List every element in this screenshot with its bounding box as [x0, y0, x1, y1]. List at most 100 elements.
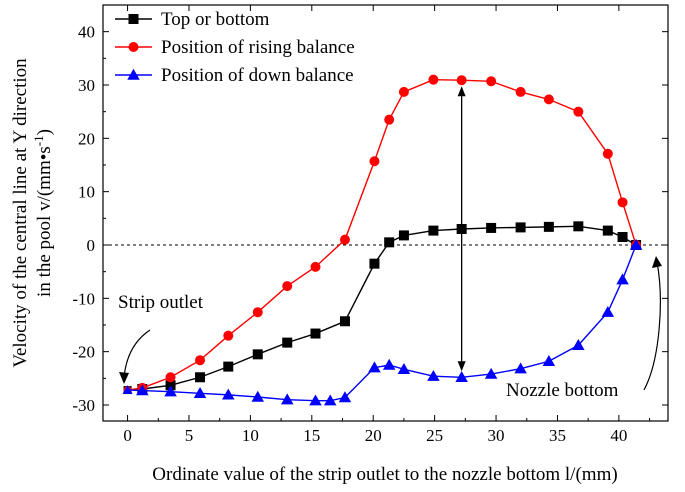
- x-tick-label: 10: [242, 426, 259, 445]
- range-double-arrow: [457, 86, 466, 372]
- data-point: [252, 307, 263, 318]
- y-axis-title-sup: -1: [31, 135, 46, 146]
- plot-frame: [102, 4, 669, 422]
- y-axis-title-line-2-main: in the pool v/(mm•s: [34, 146, 55, 297]
- range-arrowhead-bottom: [457, 361, 466, 372]
- y-tick-label: -10: [72, 289, 95, 308]
- data-point: [486, 76, 497, 87]
- nozzle-bottom-label: Nozzle bottom: [506, 380, 619, 401]
- y-tick-label: -30: [72, 396, 95, 415]
- data-point: [617, 232, 628, 242]
- data-point: [601, 305, 615, 317]
- x-axis-title-text: Ordinate value of the strip outlet to th…: [152, 464, 617, 485]
- data-point: [602, 148, 613, 159]
- data-point: [165, 372, 176, 383]
- legend-marker: [127, 68, 140, 80]
- data-point: [165, 380, 176, 391]
- strip-outlet-arrow: [123, 329, 151, 379]
- legend-label: Position of rising balance: [161, 37, 355, 58]
- data-point: [428, 74, 439, 85]
- data-point: [384, 237, 395, 248]
- annotation-layer: Strip outlet Nozzle bottom: [118, 256, 662, 401]
- nozzle-bottom-arrow: [643, 261, 661, 391]
- data-point: [368, 361, 381, 373]
- legend-label: Top or bottom: [161, 9, 270, 30]
- data-point: [222, 388, 235, 400]
- y-tick-label: 10: [78, 183, 95, 202]
- data-point: [397, 363, 411, 374]
- data-point: [384, 114, 395, 125]
- data-point: [486, 222, 497, 233]
- data-point: [572, 339, 585, 350]
- data-point: [617, 197, 628, 208]
- x-tick-label: 30: [488, 426, 505, 445]
- x-tick-label: 35: [549, 426, 566, 445]
- y-axis-title-line-1: Velocity of the central line at Y direct…: [10, 58, 31, 368]
- data-point: [280, 393, 294, 405]
- data-point: [456, 75, 467, 86]
- series-2: [123, 74, 642, 395]
- nozzle-bottom-arrowhead: [652, 256, 662, 268]
- data-point: [282, 337, 293, 348]
- data-point: [164, 385, 177, 397]
- data-point: [323, 394, 337, 406]
- data-point: [195, 372, 206, 383]
- data-point: [514, 362, 527, 374]
- data-point: [427, 369, 440, 381]
- data-point: [339, 316, 350, 327]
- data-point: [573, 221, 584, 232]
- y-tick-label: 0: [87, 236, 96, 255]
- strip-outlet-arrowhead: [119, 372, 129, 384]
- x-tick-label: 25: [426, 426, 443, 445]
- data-point: [515, 86, 526, 97]
- legend-label: Position of down balance: [161, 65, 354, 86]
- x-tick-label: 20: [365, 426, 382, 445]
- y-tick-label: 20: [78, 129, 95, 148]
- data-point: [543, 221, 554, 232]
- data-point: [455, 371, 468, 382]
- data-point: [484, 367, 498, 379]
- x-tick-label: 5: [185, 426, 194, 445]
- axis-titles: Ordinate value of the strip outlet to th…: [10, 58, 618, 485]
- axis-ticks: 0 5 10 15 20 25 30 35 40 -30 -20 -10 0 10 20 30 40: [72, 5, 668, 445]
- data-point: [309, 394, 322, 406]
- range-arrowhead-top: [457, 86, 466, 97]
- y-tick-label: 30: [78, 76, 95, 95]
- data-point: [398, 86, 409, 97]
- data-point: [369, 258, 380, 269]
- series-line: [127, 78, 637, 391]
- legend-marker: [128, 14, 139, 24]
- data-point: [252, 349, 263, 360]
- y-axis-title-line-2: in the pool v/(mm•s-1): [31, 129, 55, 297]
- data-point: [339, 234, 350, 245]
- legend-item: Top or bottom: [115, 9, 270, 30]
- data-point: [398, 230, 409, 241]
- legend-marker: [128, 42, 139, 52]
- legend: Top or bottom Position of rising balance P…: [115, 9, 355, 86]
- data-point: [542, 355, 556, 366]
- x-tick-label: 15: [303, 426, 320, 445]
- series-line: [127, 225, 637, 391]
- legend-item: Position of rising balance: [115, 37, 355, 58]
- data-point: [223, 330, 234, 341]
- data-point-start: [122, 385, 133, 394]
- data-point: [602, 225, 613, 236]
- data-point: [251, 390, 265, 402]
- data-point: [369, 156, 380, 167]
- data-point: [338, 391, 352, 403]
- series-3: [122, 238, 643, 406]
- data-point: [616, 273, 629, 285]
- data-point: [515, 222, 526, 233]
- strip-outlet-label: Strip outlet: [118, 292, 204, 313]
- series-line: [127, 244, 637, 402]
- data-point: [382, 358, 396, 370]
- y-tick-label: 40: [78, 23, 95, 42]
- legend-item: Position of down balance: [115, 65, 354, 86]
- y-tick-label: -20: [72, 343, 95, 362]
- data-point: [310, 328, 321, 339]
- data-point: [193, 387, 207, 398]
- data-point: [223, 361, 234, 372]
- data-point: [282, 281, 293, 292]
- data-point: [543, 94, 554, 105]
- x-tick-label: 40: [610, 426, 627, 445]
